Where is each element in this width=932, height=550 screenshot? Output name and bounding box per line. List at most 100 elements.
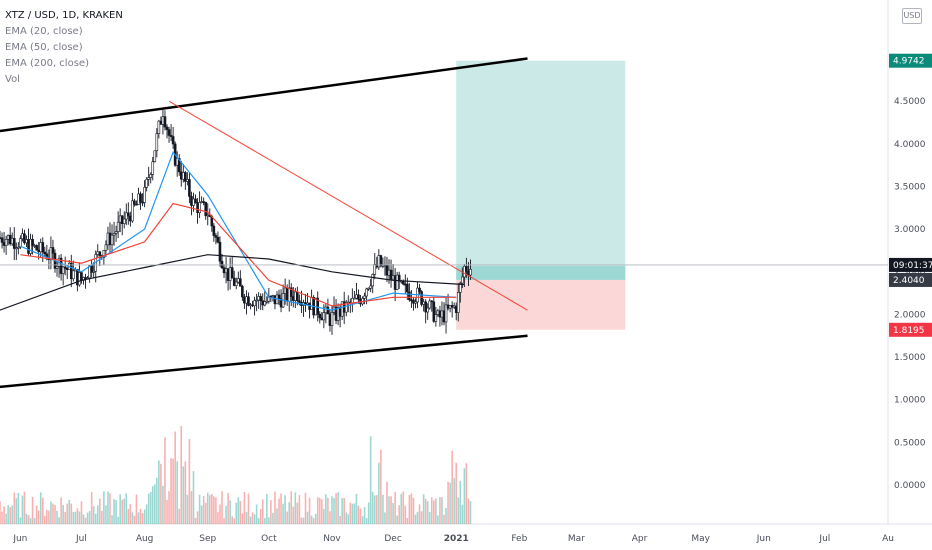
time-tick-label: Nov <box>323 534 341 544</box>
volume-bar <box>422 494 425 524</box>
volume-bar <box>76 508 79 524</box>
candle-body <box>194 198 197 203</box>
legend-symbol[interactable]: XTZ / USD, 1D, KRAKEN <box>5 10 123 21</box>
candle-body <box>406 283 409 293</box>
candle-body <box>458 282 462 293</box>
candle-body <box>438 310 442 318</box>
candle-body <box>226 268 230 281</box>
candle-body <box>381 265 385 267</box>
volume-bar <box>213 496 215 524</box>
volume-bar <box>109 493 111 524</box>
candle-body <box>120 215 124 224</box>
volume-bar <box>86 512 89 524</box>
time-tick-label: Aug <box>136 534 154 544</box>
volume-bar <box>80 501 83 524</box>
candle-body <box>239 278 242 287</box>
candle-body <box>149 174 153 178</box>
candle-body <box>114 231 118 234</box>
candle-body <box>102 250 106 258</box>
candle-body <box>147 177 150 180</box>
time-tick-label: Apr <box>632 534 648 544</box>
volume-bar <box>266 494 268 524</box>
candle-body <box>448 305 452 309</box>
volume-bar <box>27 515 30 524</box>
ema-20-line <box>20 151 457 311</box>
currency-button[interactable]: USD <box>902 8 922 24</box>
candle-body <box>426 307 430 313</box>
legend-vol[interactable]: Vol <box>5 74 20 85</box>
volume-bar <box>400 493 403 524</box>
candle-body <box>306 302 309 305</box>
candle-body <box>43 251 47 255</box>
volume-bar <box>312 518 315 524</box>
volume-bar <box>259 509 262 524</box>
candle-body <box>452 305 456 308</box>
candle-body <box>218 241 222 262</box>
candle-body <box>263 301 267 306</box>
volume-bar <box>270 500 272 524</box>
volume-bar <box>188 438 191 524</box>
volume-bar <box>302 517 305 524</box>
volume-bar <box>225 505 227 524</box>
volume-bar <box>44 515 46 524</box>
volume-bar <box>257 518 260 524</box>
candle-body <box>265 300 269 303</box>
volume-bar <box>406 517 409 524</box>
candle-body <box>283 287 287 294</box>
volume-bar <box>294 492 297 524</box>
price-tick-label: 1.5000 <box>894 353 926 363</box>
volume-bar <box>445 507 447 524</box>
candle-body <box>61 266 65 274</box>
candle-body <box>371 274 375 287</box>
volume-bar <box>280 493 282 524</box>
time-tick-label: May <box>691 534 710 544</box>
candle-body <box>428 300 432 309</box>
volume-bar <box>398 505 400 524</box>
volume-bar <box>129 504 132 524</box>
legend-ema50[interactable]: EMA (50, close) <box>5 42 83 53</box>
stop-price-tag-bg <box>889 322 932 337</box>
volume-bar <box>58 517 60 524</box>
volume-bar <box>288 502 291 524</box>
volume-bar <box>353 503 356 524</box>
candle-body <box>450 305 454 308</box>
candle-body <box>55 266 59 269</box>
volume-bar <box>170 458 172 524</box>
candle-body <box>214 235 218 238</box>
volume-bar <box>151 486 154 524</box>
candle-body <box>65 268 69 270</box>
candle-body <box>287 287 291 302</box>
volume-bar <box>274 491 276 524</box>
ema-50-line <box>20 202 457 307</box>
candle-body <box>249 304 252 307</box>
time-tick-label: Jun <box>756 534 771 544</box>
candle-body <box>59 257 63 274</box>
candle-body <box>432 301 436 322</box>
candle-body <box>10 238 14 245</box>
candle-body <box>96 251 100 255</box>
candle-body <box>224 268 228 274</box>
candle-body <box>234 281 238 286</box>
volume-bar <box>404 505 407 524</box>
legend-ema20[interactable]: EMA (20, close) <box>5 26 83 37</box>
candle-body <box>129 215 132 222</box>
volume-bar <box>156 477 158 524</box>
volume-bar <box>33 517 36 524</box>
candle-body <box>461 276 464 284</box>
volume-bar <box>467 498 470 524</box>
price-tick-label: 2.5000 <box>894 268 926 278</box>
price-tick-label: 2.0000 <box>894 310 926 320</box>
volume-bar <box>74 511 77 524</box>
candle-body <box>261 300 265 306</box>
volume-bar <box>125 493 128 524</box>
volume-bar <box>190 491 193 524</box>
volume-bar <box>29 518 32 524</box>
legend-ema200[interactable]: EMA (200, close) <box>5 58 89 69</box>
volume-bar <box>253 514 256 524</box>
volume-bar <box>235 502 238 524</box>
candle-body <box>0 237 4 243</box>
candle-body <box>344 302 348 313</box>
volume-bar <box>414 514 417 524</box>
candle-body <box>395 274 399 290</box>
